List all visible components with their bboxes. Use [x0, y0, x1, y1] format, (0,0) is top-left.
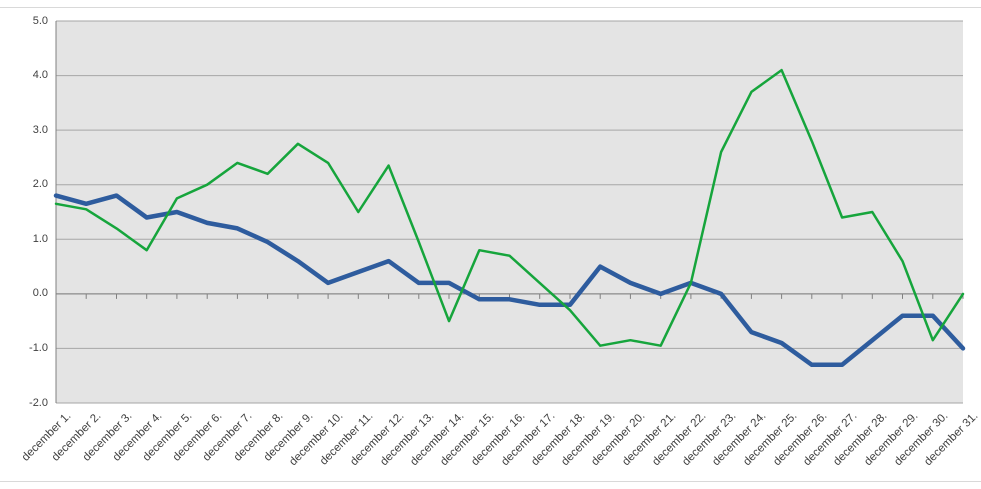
y-axis-label: -2.0 — [29, 396, 48, 409]
y-axis-label: 0.0 — [32, 287, 48, 300]
y-axis-label: 2.0 — [32, 178, 48, 191]
y-axis-label: 1.0 — [32, 232, 48, 245]
plot-area — [56, 21, 963, 403]
y-axis-label: 3.0 — [32, 123, 48, 136]
blue-series-line — [53, 193, 966, 368]
chart-border-bottom — [0, 481, 981, 482]
y-axis-label: 5.0 — [32, 14, 48, 27]
chart-border-top — [0, 7, 981, 8]
green-series-line — [54, 68, 965, 347]
y-axis-label: 4.0 — [32, 69, 48, 82]
y-axis-label: -1.0 — [29, 341, 48, 354]
